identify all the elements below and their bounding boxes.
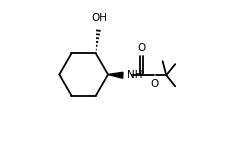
- Text: O: O: [137, 43, 145, 53]
- Text: O: O: [151, 79, 159, 89]
- Polygon shape: [108, 72, 123, 78]
- Text: NH: NH: [127, 70, 142, 80]
- Text: OH: OH: [91, 13, 107, 23]
